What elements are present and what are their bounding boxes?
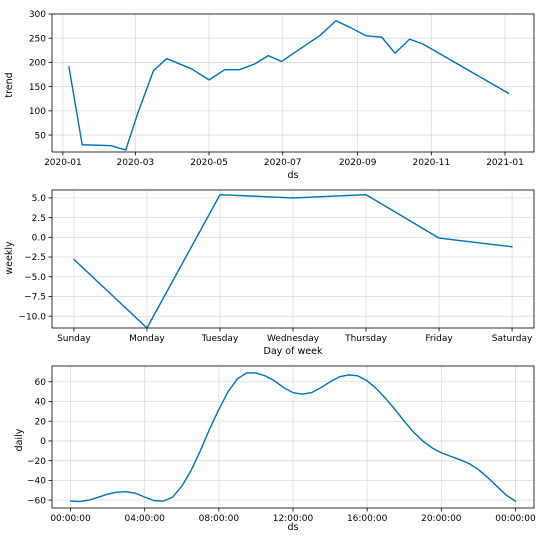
trend-x-tick-label: 2020-03	[117, 158, 155, 168]
daily-y-tick-label: 0	[40, 437, 46, 447]
weekly-x-tick-label: Saturday	[492, 334, 533, 344]
weekly-chart: Day of week weekly Sunday Monday Tuesday We…	[4, 189, 535, 357]
daily-x-tick-label: 20:00:00	[421, 514, 462, 524]
daily-ticks: 00:00:00 04:00:00 08:00:00 12:00:00 16:00:00…	[27, 378, 536, 524]
trend-x-tick-label: 2020-11	[413, 158, 451, 168]
trend-y-tick-label: 50	[35, 131, 47, 141]
weekly-y-tick-label: 0.0	[32, 234, 47, 244]
daily-x-axis-label: ds	[288, 522, 299, 533]
trend-x-axis-label: ds	[288, 170, 299, 181]
weekly-y-axis-label: weekly	[4, 241, 15, 275]
trend-x-tick-label: 2020-01	[44, 158, 82, 168]
daily-x-tick-label: 00:00:00	[50, 514, 91, 524]
trend-ticks: 2020-01 2020-03 2020-05 2020-07 2020-09 2020-…	[29, 10, 524, 168]
daily-y-tick-label: 20	[35, 417, 47, 427]
daily-x-tick-label: 08:00:00	[199, 514, 240, 524]
weekly-y-tick-label: −7.5	[24, 293, 46, 303]
trend-y-tick-label: 250	[29, 34, 46, 44]
weekly-plot-frame	[51, 189, 535, 329]
weekly-x-tick-label: Friday	[425, 334, 453, 344]
trend-chart: ds trend 2020-01 2020-03 2020-05 2020-07 202…	[4, 10, 535, 181]
trend-x-tick-label: 2020-07	[264, 158, 302, 168]
trend-series-line	[68, 20, 510, 151]
trend-y-tick-label: 100	[29, 107, 46, 117]
weekly-y-tick-label: 5.0	[32, 194, 47, 204]
weekly-y-tick-label: −10.0	[18, 312, 46, 322]
weekly-x-tick-label: Thursday	[344, 334, 388, 344]
trend-y-tick-label: 150	[29, 83, 46, 93]
weekly-x-tick-label: Sunday	[57, 334, 91, 344]
daily-y-axis-label: daily	[14, 428, 25, 451]
weekly-ticks: Sunday Monday Tuesday Wednesday Thursday Frid…	[18, 194, 533, 344]
daily-gridlines	[52, 366, 534, 508]
daily-y-tick-label: 40	[35, 398, 47, 408]
daily-y-tick-label: −40	[27, 477, 46, 487]
trend-x-tick-label: 2021-01	[486, 158, 524, 168]
weekly-x-tick-label: Wednesday	[267, 334, 320, 344]
daily-y-tick-label: −20	[27, 457, 46, 467]
trend-y-tick-label: 200	[29, 59, 46, 69]
trend-x-tick-label: 2020-05	[190, 158, 228, 168]
trend-x-tick-label: 2020-09	[339, 158, 377, 168]
weekly-y-tick-label: −5.0	[24, 273, 46, 283]
daily-chart: ds daily 00:00:00 04:00:00 08:00:00 12:00:0…	[14, 365, 536, 533]
daily-series-line	[69, 372, 517, 503]
daily-x-tick-label: 16:00:00	[347, 514, 388, 524]
daily-y-tick-label: 60	[35, 378, 47, 388]
trend-y-axis-label: trend	[4, 72, 15, 97]
trend-gridlines	[52, 13, 534, 152]
weekly-y-tick-label: −2.5	[24, 253, 46, 263]
daily-x-tick-label: 04:00:00	[124, 514, 165, 524]
weekly-x-axis-label: Day of week	[264, 346, 323, 357]
daily-x-tick-label: 00:00:00	[495, 514, 536, 524]
weekly-y-tick-label: 2.5	[32, 214, 46, 224]
daily-x-tick-label: 12:00:00	[273, 514, 314, 524]
daily-y-tick-label: −60	[27, 496, 46, 506]
weekly-x-tick-label: Tuesday	[201, 334, 239, 344]
daily-plot-frame	[51, 365, 535, 509]
trend-y-tick-label: 300	[29, 10, 46, 20]
weekly-x-tick-label: Monday	[129, 334, 165, 344]
trend-plot-frame	[51, 13, 535, 153]
